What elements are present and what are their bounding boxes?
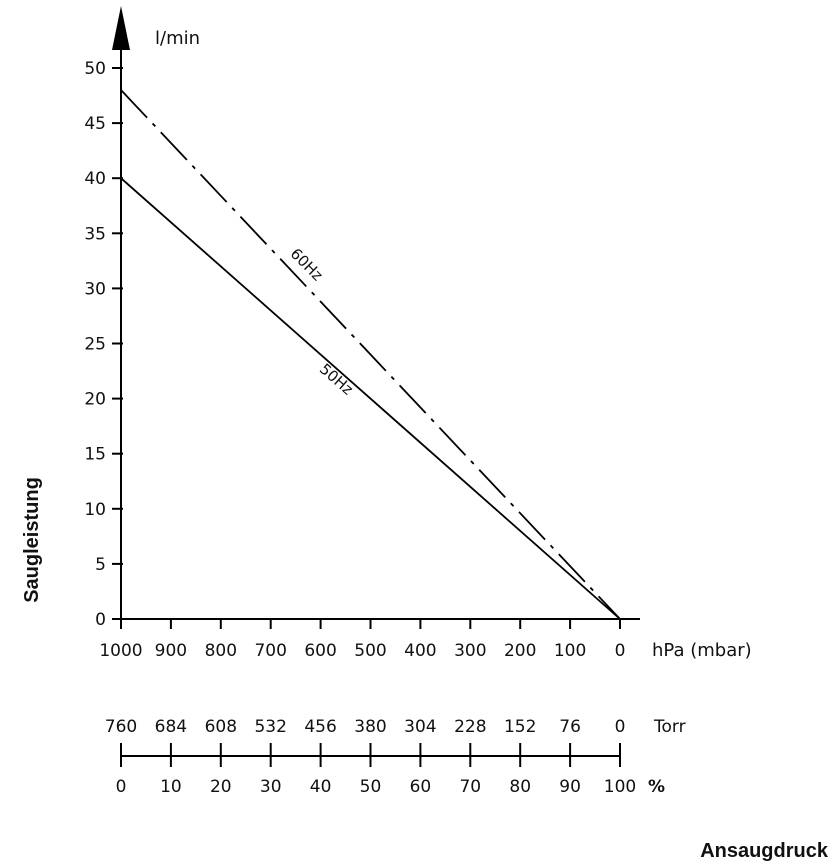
percent-tick-label: 70 — [459, 777, 481, 797]
x-unit-label: hPa (mbar) — [652, 640, 752, 661]
torr-tick-label: 456 — [304, 717, 336, 737]
x-tick-label: 900 — [155, 641, 187, 661]
x-tick-label: 800 — [205, 641, 237, 661]
series-layer: 50Hz 60Hz — [120, 89, 621, 620]
y-tick-label: 35 — [84, 224, 106, 244]
x-axis-title: Ansaugdruck — [700, 840, 829, 862]
x-tick-label: 1000 — [99, 641, 142, 661]
y-tick-label: 45 — [84, 114, 106, 134]
y-tick-label: 25 — [84, 335, 106, 355]
torr-tick-label: 608 — [205, 717, 237, 737]
y-tick-label: 15 — [84, 445, 106, 465]
x-tick-label: 0 — [615, 641, 626, 661]
secondary-scales: 7600684106082053230456403805030460228701… — [105, 717, 686, 797]
percent-tick-label: 80 — [509, 777, 531, 797]
torr-tick-label: 684 — [155, 717, 187, 737]
percent-tick-label: 40 — [310, 777, 332, 797]
x-tick-label: 300 — [454, 641, 486, 661]
percent-tick-label: 90 — [559, 777, 581, 797]
torr-tick-label: 228 — [454, 717, 486, 737]
percent-tick-label: 20 — [210, 777, 232, 797]
series-label-60hz: 60Hz — [287, 245, 327, 285]
y-tick-label: 20 — [84, 390, 106, 410]
x-tick-label: 200 — [504, 641, 536, 661]
y-tick-label: 30 — [84, 279, 106, 299]
torr-tick-label: 760 — [105, 717, 137, 737]
y-axis-title: Saugleistung — [21, 477, 43, 603]
percent-unit-label: % — [648, 777, 665, 797]
percent-tick-label: 100 — [604, 777, 636, 797]
y-tick-label: 0 — [95, 610, 106, 630]
percent-tick-label: 10 — [160, 777, 182, 797]
percent-tick-label: 60 — [410, 777, 432, 797]
series-line-50hz — [120, 177, 621, 620]
y-axis-arrow-icon — [112, 6, 130, 50]
x-tick-label: 700 — [254, 641, 286, 661]
y-tick-label: 5 — [95, 555, 106, 575]
torr-unit-label: Torr — [653, 717, 686, 737]
y-unit-label: l/min — [155, 28, 200, 49]
percent-tick-label: 30 — [260, 777, 282, 797]
x-tick-label: 500 — [354, 641, 386, 661]
x-tick-label: 400 — [404, 641, 436, 661]
series-line-60hz — [120, 89, 621, 620]
torr-tick-label: 304 — [404, 717, 436, 737]
torr-tick-label: 76 — [559, 717, 581, 737]
torr-tick-label: 380 — [354, 717, 386, 737]
x-tick-label: 100 — [554, 641, 586, 661]
torr-tick-label: 532 — [254, 717, 286, 737]
torr-tick-label: 152 — [504, 717, 536, 737]
series-label-50hz: 50Hz — [316, 360, 357, 399]
y-tick-label: 10 — [84, 500, 106, 520]
percent-tick-label: 50 — [360, 777, 382, 797]
torr-tick-label: 0 — [615, 717, 626, 737]
y-tick-label: 50 — [84, 59, 106, 79]
y-tick-label: 40 — [84, 169, 106, 189]
percent-tick-label: 0 — [116, 777, 127, 797]
x-tick-label: 600 — [304, 641, 336, 661]
